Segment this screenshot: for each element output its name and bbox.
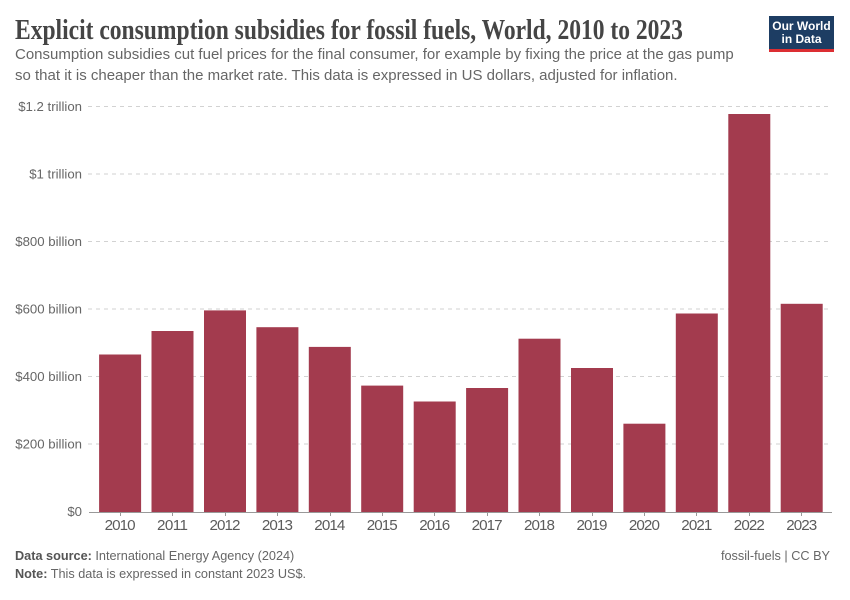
svg-text:$800 billion: $800 billion bbox=[15, 234, 82, 249]
svg-text:$0: $0 bbox=[67, 504, 82, 519]
svg-text:2016: 2016 bbox=[419, 517, 450, 534]
svg-text:2015: 2015 bbox=[367, 517, 398, 534]
svg-text:2023: 2023 bbox=[786, 517, 817, 534]
svg-text:2010: 2010 bbox=[105, 517, 136, 534]
svg-text:2022: 2022 bbox=[734, 517, 765, 534]
svg-text:2017: 2017 bbox=[472, 517, 503, 534]
svg-text:2012: 2012 bbox=[210, 517, 241, 534]
svg-text:2011: 2011 bbox=[157, 517, 188, 534]
svg-text:2018: 2018 bbox=[524, 517, 555, 534]
svg-text:$400 billion: $400 billion bbox=[15, 369, 82, 384]
svg-text:$1 trillion: $1 trillion bbox=[29, 167, 82, 182]
svg-text:2019: 2019 bbox=[577, 517, 608, 534]
svg-text:$200 billion: $200 billion bbox=[15, 437, 82, 452]
svg-text:2020: 2020 bbox=[629, 517, 660, 534]
svg-text:2014: 2014 bbox=[314, 517, 345, 534]
svg-text:$1.2 trillion: $1.2 trillion bbox=[18, 99, 82, 114]
svg-text:2013: 2013 bbox=[262, 517, 293, 534]
svg-text:2021: 2021 bbox=[681, 517, 712, 534]
svg-text:$600 billion: $600 billion bbox=[15, 302, 82, 317]
